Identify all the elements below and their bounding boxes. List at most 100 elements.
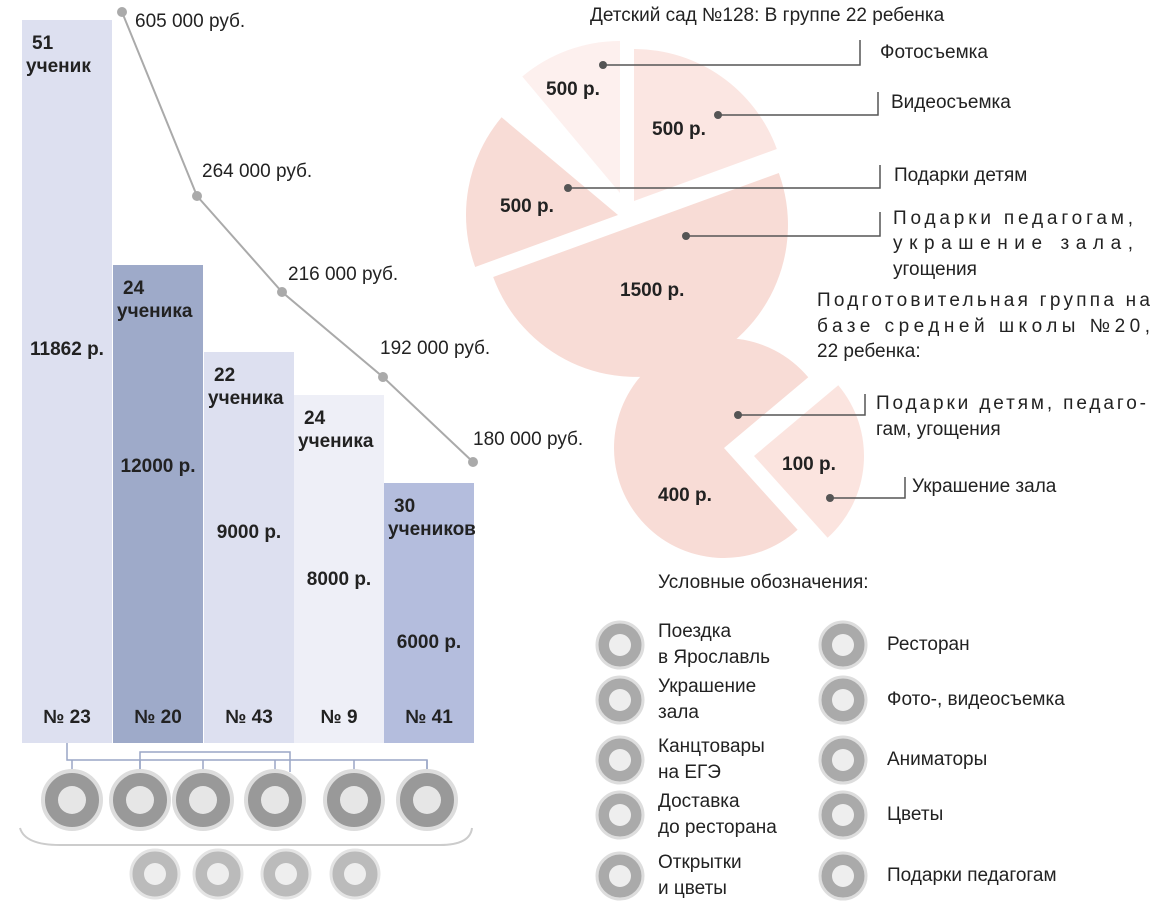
total-dot [117, 7, 127, 17]
student-word: ученик [26, 56, 91, 77]
slice-value: 500 р. [652, 119, 706, 140]
bar [294, 395, 384, 743]
slice-value: 500 р. [546, 79, 600, 100]
slice-label: Видеосъемка [891, 92, 1011, 113]
amount: 9000 р. [217, 522, 281, 543]
total-label: 264 000 руб. [202, 161, 312, 182]
lead-dot [682, 232, 690, 240]
lead-dot [714, 111, 722, 119]
pie-title: Подготовительная группа на [817, 290, 1150, 311]
student-count: 22 [214, 365, 235, 386]
amount: 8000 р. [307, 569, 371, 590]
icon-inner [344, 863, 366, 885]
legend-label: Подарки педагогам [887, 865, 1057, 886]
slice-value: 500 р. [500, 196, 554, 217]
slice-label: Подарки педагогам, [893, 208, 1133, 229]
legend-label: в Ярославль [658, 647, 770, 668]
legend-label: и цветы [658, 878, 727, 899]
school: № 43 [225, 707, 273, 728]
slice-label: Фотосъемка [880, 42, 988, 63]
icon-inner [207, 863, 229, 885]
legend-icon-inner [609, 804, 631, 826]
total-label: 216 000 руб. [288, 264, 398, 285]
legend-label: Аниматоры [887, 749, 987, 770]
bar [384, 483, 474, 743]
lead-dot [564, 184, 572, 192]
legend-icon-inner [832, 689, 854, 711]
total-label: 192 000 руб. [380, 338, 490, 359]
pie-slice [754, 385, 864, 538]
total-dot [468, 457, 478, 467]
total-dot [277, 287, 287, 297]
total-dot [378, 372, 388, 382]
student-word: ученика [208, 388, 284, 409]
legend-label: Доставка [658, 791, 740, 812]
slice-label: Подарки детям, педаго- [876, 393, 1146, 414]
legend-label: зала [658, 702, 699, 723]
slice-value: 1500 р. [620, 280, 684, 301]
legend-icon-inner [832, 804, 854, 826]
total-dot [192, 191, 202, 201]
icon-inner [189, 786, 217, 814]
legend-icon-inner [609, 865, 631, 887]
legend-label: Канцтовары [658, 736, 765, 757]
lead-dot [734, 411, 742, 419]
leader [738, 394, 866, 416]
legend-label: до ресторана [658, 817, 777, 838]
school: № 41 [405, 707, 453, 728]
icon-inner [340, 786, 368, 814]
amount: 11862 р. [30, 339, 104, 360]
total-label: 605 000 руб. [135, 11, 245, 32]
legend-icon-inner [609, 689, 631, 711]
student-word: учеников [388, 519, 476, 540]
amount: 6000 р. [397, 632, 461, 653]
pie-slice [522, 41, 620, 193]
lead-dot [599, 61, 607, 69]
student-word: ученика [117, 301, 193, 322]
connector [66, 743, 428, 772]
legend-label: Цветы [887, 804, 943, 825]
legend-label: Украшение [658, 676, 756, 697]
legend-title: Условные обозначения: [658, 572, 869, 593]
pie-title: базе средней школы №20, [817, 316, 1150, 337]
icon-inner [144, 863, 166, 885]
icon-inner [126, 786, 154, 814]
legend-icon-inner [832, 749, 854, 771]
slice-label: угощения [893, 259, 977, 280]
leader [830, 477, 906, 499]
legend-label: Фото-, видеосъемка [887, 689, 1065, 710]
legend-label: на ЕГЭ [658, 762, 721, 783]
pie-slice [634, 49, 777, 201]
amount: 12000 р. [121, 456, 196, 477]
leader [686, 212, 881, 237]
slice-label: Украшение зала [912, 476, 1057, 497]
slice-value: 100 р. [782, 454, 836, 475]
icon-inner [275, 863, 297, 885]
student-count: 30 [394, 496, 415, 517]
school: № 9 [320, 707, 357, 728]
slice-label: Подарки детям [894, 165, 1027, 186]
legend-icon-inner [832, 865, 854, 887]
legend-icon-inner [832, 634, 854, 656]
pie-slice [493, 173, 788, 377]
pie-title: 22 ребенка: [817, 341, 921, 362]
school: № 23 [43, 707, 91, 728]
legend-icon-inner [609, 749, 631, 771]
leader [603, 40, 861, 66]
legend-icon-inner [609, 634, 631, 656]
bracket [19, 827, 473, 846]
bar [204, 352, 294, 743]
total-label: 180 000 руб. [473, 429, 583, 450]
icon-inner [58, 786, 86, 814]
lead-dot [826, 494, 834, 502]
icon-inner [413, 786, 441, 814]
connector [139, 751, 291, 772]
student-count: 24 [304, 408, 326, 429]
slice-label: гам, угощения [876, 419, 1001, 440]
pie-slice [613, 338, 809, 558]
bar [22, 20, 112, 743]
icon-inner [261, 786, 289, 814]
student-word: ученика [298, 431, 374, 452]
legend-label: Открытки [658, 852, 742, 873]
